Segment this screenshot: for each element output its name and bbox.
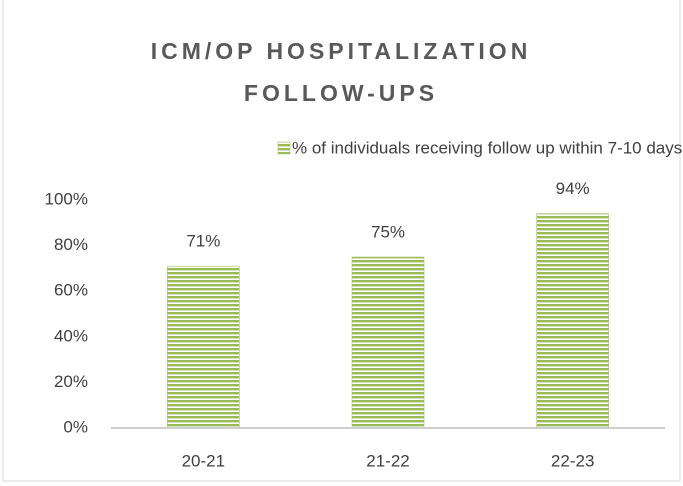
bar <box>351 256 425 429</box>
x-tick-label: 22-23 <box>551 451 594 470</box>
legend-swatch <box>277 141 291 155</box>
data-label: 94% <box>556 179 590 198</box>
bar <box>167 265 240 429</box>
y-tick-label: 40% <box>54 326 88 345</box>
legend-label: % of individuals receiving follow up wit… <box>292 138 682 157</box>
x-tick-label: 21-22 <box>366 451 409 470</box>
y-tick-label: 80% <box>54 235 88 254</box>
bar <box>536 213 609 429</box>
y-tick-label: 0% <box>63 417 88 436</box>
y-tick-label: 100% <box>45 189 88 208</box>
x-tick-label: 20-21 <box>182 451 225 470</box>
y-tick-label: 60% <box>54 281 88 300</box>
y-tick-label: 20% <box>54 372 88 391</box>
data-label: 75% <box>371 222 405 241</box>
data-label: 71% <box>186 232 220 251</box>
chart-title: ICM/OP HOSPITALIZATION FOLLOW-UPS <box>150 38 532 106</box>
